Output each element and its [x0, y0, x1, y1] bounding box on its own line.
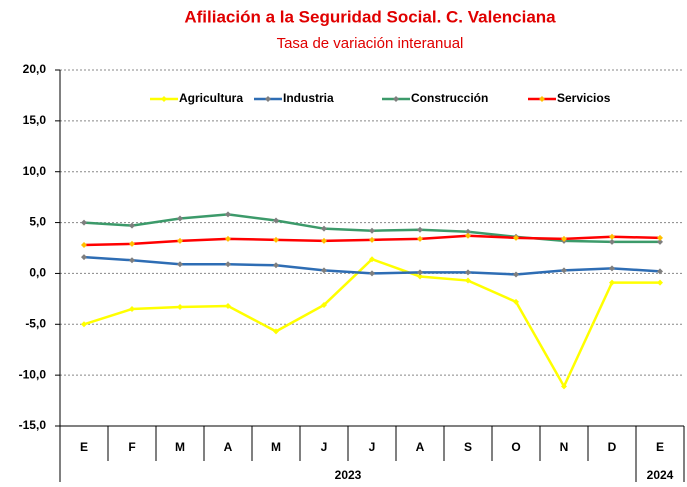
data-point — [417, 226, 423, 233]
x-tick-label: S — [464, 440, 472, 454]
data-point — [129, 306, 135, 313]
data-point — [177, 261, 183, 268]
data-point — [81, 241, 87, 248]
data-point — [321, 237, 327, 244]
data-point — [81, 254, 87, 261]
data-point — [273, 262, 279, 269]
data-point — [273, 328, 279, 335]
data-point — [609, 265, 615, 272]
legend-marker — [393, 96, 399, 102]
legend-marker — [161, 96, 167, 102]
data-point — [321, 267, 327, 274]
legend-label: Servicios — [557, 91, 611, 105]
data-point — [273, 217, 279, 224]
data-point — [657, 268, 663, 275]
data-point — [321, 225, 327, 232]
x-tick-label: J — [321, 440, 328, 454]
data-point — [369, 270, 375, 277]
data-point — [129, 240, 135, 247]
legend-label: Industria — [283, 91, 334, 105]
data-point — [273, 236, 279, 243]
x-tick-label: F — [128, 440, 135, 454]
y-tick-label: -10,0 — [19, 367, 47, 381]
x-tick-label: J — [369, 440, 376, 454]
data-point — [561, 235, 567, 242]
data-point — [417, 235, 423, 242]
data-point — [465, 228, 471, 235]
data-point — [513, 234, 519, 241]
y-tick-label: 15,0 — [23, 113, 47, 127]
y-tick-label: -15,0 — [19, 418, 47, 432]
data-point — [417, 273, 423, 280]
data-point — [561, 383, 567, 390]
data-point — [465, 277, 471, 284]
data-point — [417, 269, 423, 276]
x-tick-label: O — [511, 440, 520, 454]
data-point — [369, 227, 375, 234]
x-tick-label: D — [608, 440, 617, 454]
data-point — [225, 235, 231, 242]
data-point — [657, 238, 663, 245]
y-tick-label: -5,0 — [25, 316, 46, 330]
y-tick-label: 10,0 — [23, 164, 47, 178]
data-point — [369, 236, 375, 243]
data-point — [225, 261, 231, 268]
data-point — [129, 257, 135, 264]
data-point — [513, 298, 519, 305]
series-line — [83, 257, 660, 390]
data-point — [609, 238, 615, 245]
x-tick-label: M — [175, 440, 185, 454]
data-point — [369, 256, 375, 263]
x-tick-label: E — [656, 440, 664, 454]
x-tick-label: A — [224, 440, 233, 454]
data-point — [609, 279, 615, 286]
x-tick-label: A — [416, 440, 425, 454]
data-point — [129, 222, 135, 229]
data-point — [225, 211, 231, 218]
data-point — [513, 271, 519, 278]
data-point — [177, 303, 183, 310]
x-tick-label: E — [80, 440, 88, 454]
data-point — [465, 269, 471, 276]
data-point — [177, 237, 183, 244]
data-point — [81, 219, 87, 226]
chart-title: Afiliación a la Seguridad Social. C. Val… — [184, 7, 556, 26]
legend-marker — [265, 96, 271, 102]
data-point — [657, 279, 663, 286]
data-point — [225, 302, 231, 309]
legend-label: Construcción — [411, 91, 488, 105]
data-point — [561, 267, 567, 274]
y-tick-label: 20,0 — [23, 62, 47, 76]
y-tick-label: 0,0 — [29, 266, 46, 280]
data-point — [321, 301, 327, 308]
data-point — [81, 321, 87, 328]
x-tick-label: N — [560, 440, 569, 454]
group-label: 2024 — [647, 468, 674, 482]
y-tick-label: 5,0 — [29, 215, 46, 229]
legend-label: Agricultura — [179, 91, 243, 105]
data-point — [609, 233, 615, 240]
x-tick-label: M — [271, 440, 281, 454]
chart-subtitle: Tasa de variación interanual — [277, 35, 464, 52]
legend-marker — [539, 96, 545, 102]
data-point — [177, 215, 183, 222]
data-point — [657, 234, 663, 241]
group-label: 2023 — [335, 468, 362, 482]
data-point — [465, 232, 471, 239]
